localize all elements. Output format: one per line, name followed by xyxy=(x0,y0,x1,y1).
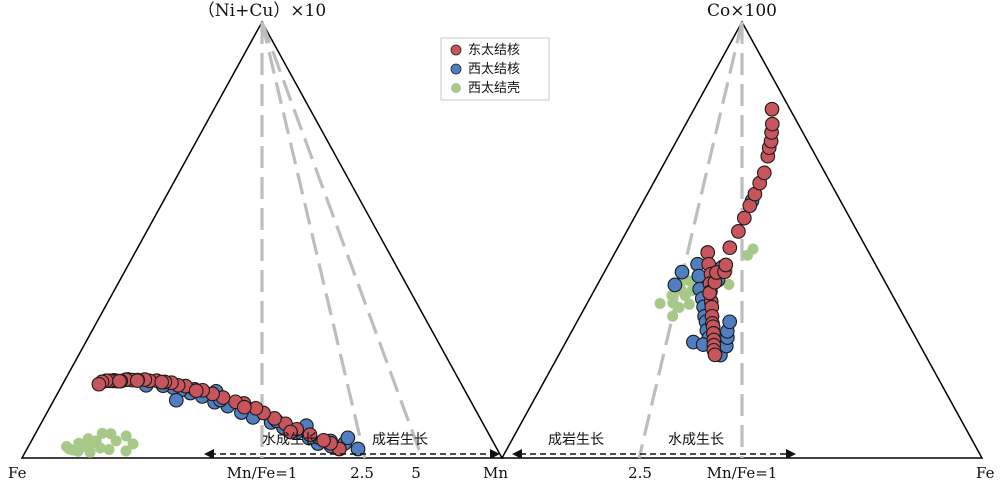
legend-marker-east-nodule xyxy=(450,44,462,56)
left-ratio-label-3: 5 xyxy=(411,464,421,482)
left-point-west-crust-12 xyxy=(103,444,115,455)
right-ratio-lines xyxy=(637,21,744,459)
left-ratio-label-1: Mn/Fe=1 xyxy=(227,464,298,482)
right-process-arrow xyxy=(512,449,796,459)
right-point-west-crust-11 xyxy=(667,310,679,322)
left-data-points xyxy=(61,372,366,458)
left-ratio-line-2 xyxy=(260,21,367,459)
right-ratio-line-1 xyxy=(637,21,744,459)
left-ratio-line-3 xyxy=(260,21,424,459)
right-triangle-outline xyxy=(500,20,984,459)
left-corner-left-label: Fe xyxy=(8,464,27,482)
legend-label-east-nodule: 东太结核 xyxy=(468,43,520,58)
right-point-west-nodule-16 xyxy=(722,314,738,330)
left-ratio-lines xyxy=(260,21,424,459)
left-point-west-crust-13 xyxy=(84,446,96,458)
left-ternary-plot: 水成生长 成岩生长 （Ni+Cu）×10 Fe Mn Mn/Fe=1 2.5 5 xyxy=(8,1,508,482)
left-point-west-crust-8 xyxy=(105,428,117,440)
left-apex-label: （Ni+Cu）×10 xyxy=(198,1,326,21)
right-arrow-right-label: 水成生长 xyxy=(668,432,724,448)
left-arrow-left-label: 水成生长 xyxy=(262,432,318,448)
left-point-west-nodule-21 xyxy=(350,441,366,457)
legend-marker-west-nodule xyxy=(450,63,462,75)
right-apex-label: Co×100 xyxy=(707,1,777,21)
right-point-east-nodule-22 xyxy=(731,224,746,239)
left-point-east-nodule-4 xyxy=(302,427,318,443)
left-point-west-nodule-22 xyxy=(340,430,356,446)
left-ratio-label-2: 2.5 xyxy=(350,464,374,482)
right-ratio-label-2: Mn/Fe=1 xyxy=(707,464,778,482)
left-point-east-nodule-35 xyxy=(188,383,204,399)
right-point-east-nodule-21 xyxy=(722,240,738,256)
left-point-west-crust-17 xyxy=(61,441,72,452)
left-triangle-outline xyxy=(20,20,504,459)
left-point-east-nodule-32 xyxy=(91,376,107,392)
right-point-west-nodule-18 xyxy=(667,277,683,293)
right-point-west-crust-9 xyxy=(673,302,685,313)
left-process-arrow xyxy=(204,449,500,459)
left-point-west-crust-7 xyxy=(120,430,132,442)
left-corner-right-label: Mn xyxy=(483,464,508,482)
legend-label-west-crust: 西太结壳 xyxy=(468,81,520,96)
right-point-west-crust-12 xyxy=(654,298,666,309)
left-point-west-crust-18 xyxy=(96,427,108,439)
right-point-east-nodule-27 xyxy=(756,165,772,181)
right-ratio-label-1: 2.5 xyxy=(628,464,652,482)
left-point-east-nodule-33 xyxy=(283,424,298,440)
left-point-west-crust-14 xyxy=(72,445,84,457)
right-point-west-crust-10 xyxy=(683,298,695,310)
right-data-points xyxy=(654,101,780,363)
legend-label-west-nodule: 西太结核 xyxy=(468,62,520,77)
right-arrow-left-label: 成岩生长 xyxy=(548,432,604,448)
left-point-west-crust-16 xyxy=(120,445,132,457)
left-point-west-crust-1 xyxy=(127,438,139,450)
left-point-east-nodule-36 xyxy=(154,374,170,390)
left-point-west-crust-10 xyxy=(82,433,94,445)
left-point-east-nodule-37 xyxy=(129,373,145,388)
left-point-west-crust-11 xyxy=(73,437,85,449)
legend-marker-west-crust xyxy=(451,83,461,93)
right-point-west-nodule-17 xyxy=(674,264,690,280)
left-point-east-nodule-34 xyxy=(236,399,252,415)
left-point-east-nodule-38 xyxy=(112,373,127,389)
right-point-west-crust-16 xyxy=(723,279,735,290)
left-point-east-nodule-3 xyxy=(316,432,331,448)
right-corner-right-label: Fe xyxy=(976,464,995,482)
right-point-east-nodule-32 xyxy=(764,116,780,132)
right-point-east-nodule-20 xyxy=(718,257,734,273)
right-point-east-nodule-33 xyxy=(764,101,780,117)
right-point-east-nodule-23 xyxy=(736,210,752,226)
right-point-west-crust-15 xyxy=(747,243,759,255)
left-arrow-right-label: 成岩生长 xyxy=(372,432,428,448)
left-point-west-nodule-24 xyxy=(168,392,184,408)
right-ternary-plot: 成岩生长 水成生长 Co×100 Fe 2.5 Mn/Fe=1 xyxy=(500,1,995,482)
right-point-east-nodule-15 xyxy=(707,347,723,363)
legend: 东太结核 西太结核 西太结壳 xyxy=(440,37,550,101)
